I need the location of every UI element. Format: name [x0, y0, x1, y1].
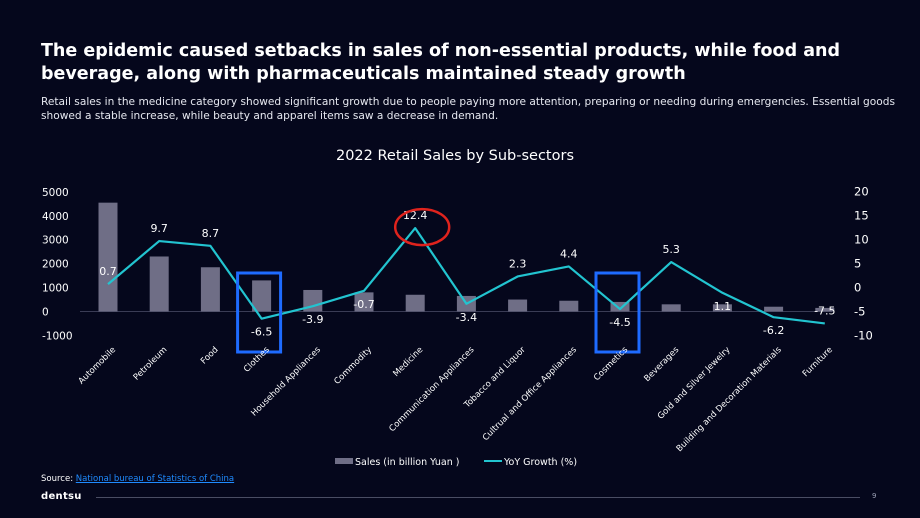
legend-line-label: YoY Growth (%) — [503, 457, 577, 468]
right-axis-tick: 0 — [854, 281, 861, 295]
sales-bar — [354, 292, 374, 312]
sales-bar — [712, 304, 732, 312]
left-axis-tick: 5000 — [42, 187, 69, 199]
highlight-circle — [393, 207, 451, 247]
sales-bar — [252, 280, 272, 312]
highlight-box — [594, 271, 641, 354]
category-label: Petroleum — [132, 345, 170, 383]
sales-bar — [661, 304, 681, 312]
page-headline: The epidemic caused setbacks in sales of… — [41, 41, 840, 84]
left-axis-tick: 3000 — [42, 235, 69, 247]
data-label: -6.5 — [251, 326, 272, 339]
sales-bar — [610, 301, 630, 312]
page-number: 9 — [872, 492, 877, 500]
left-axis-tick: -1000 — [42, 330, 73, 342]
page-subtitle: Retail sales in the medicine category sh… — [41, 96, 895, 122]
sales-bar — [98, 202, 118, 312]
category-label: Food — [199, 345, 220, 366]
left-axis-tick: 0 — [42, 307, 49, 319]
data-label: -3.4 — [456, 311, 477, 324]
category-label: Cosmetics — [592, 345, 630, 383]
category-label: Communication Appliances — [387, 345, 476, 434]
right-axis-tick: 15 — [854, 209, 869, 223]
chart-legend: Sales (in billion Yuan ) YoY Growth (%) — [335, 457, 577, 468]
legend-bar-swatch — [335, 458, 353, 464]
source-link[interactable]: National bureau of Statistics of China — [75, 474, 235, 484]
sales-bar — [815, 307, 835, 312]
chart-title: 2022 Retail Sales by Sub-sectors — [336, 148, 574, 164]
category-label: Furniture — [801, 345, 835, 379]
data-label: 2.3 — [509, 257, 527, 270]
left-axis-tick: 1000 — [42, 283, 69, 295]
data-label: 1.1 — [714, 300, 732, 313]
data-label: -4.5 — [609, 316, 630, 329]
category-label: Commodity — [332, 345, 374, 387]
data-label: -3.9 — [302, 313, 323, 326]
sales-bar — [508, 299, 528, 312]
source-note: Source: National bureau of Statistics of… — [41, 474, 234, 484]
sales-bar — [764, 306, 784, 312]
category-label: Cultrual and Office Appliances — [481, 345, 579, 443]
footer-divider — [96, 497, 860, 498]
category-label: Automobile — [77, 345, 118, 386]
category-label: Medicine — [391, 345, 425, 379]
source-label: Source: — [41, 474, 74, 484]
legend-bar-label: Sales (in billion Yuan ) — [355, 457, 459, 468]
right-axis-tick: 5 — [854, 257, 861, 271]
data-label: -7.5 — [814, 304, 835, 317]
right-axis-tick: 20 — [854, 185, 869, 199]
data-label: 0.7 — [99, 265, 117, 278]
data-label: 8.7 — [202, 227, 220, 240]
sales-bar — [303, 289, 323, 312]
left-axis-tick: 2000 — [42, 259, 69, 271]
data-label: -0.7 — [353, 298, 374, 311]
category-label: Building and Decoration Materials — [675, 345, 784, 454]
sales-bar — [200, 267, 220, 312]
right-axis-tick: -10 — [854, 328, 873, 342]
data-label: 9.7 — [150, 222, 168, 235]
category-label: Clothes — [242, 345, 272, 375]
data-label: -6.2 — [763, 324, 784, 337]
right-axis-tick: 10 — [854, 233, 869, 247]
left-axis-tick: 4000 — [42, 211, 69, 223]
highlight-box — [236, 271, 283, 354]
right-axis-tick: -5 — [854, 304, 865, 318]
brand-logo: dentsu — [41, 491, 82, 502]
sales-bar — [559, 300, 579, 312]
data-label: 4.4 — [560, 247, 578, 260]
sales-bar — [405, 294, 425, 312]
data-label: 5.3 — [662, 243, 680, 256]
category-label: Beverages — [642, 345, 681, 384]
yoy-growth-line — [107, 227, 825, 325]
sales-bar — [149, 256, 169, 312]
